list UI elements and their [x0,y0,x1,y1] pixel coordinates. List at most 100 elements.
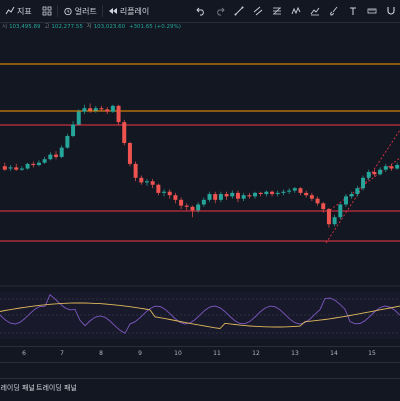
candle-body [190,206,195,211]
redo-icon[interactable] [215,6,225,16]
candle-body [150,181,155,185]
indicators-label: 지표 [17,6,32,16]
candle-body [156,184,161,193]
candle-body [355,188,360,195]
price-chart[interactable] [0,30,400,346]
change-value: +301.65 (+0.29%) [128,24,181,30]
candle-body [304,192,309,196]
candle-body [173,195,178,200]
parallel-channel-icon[interactable] [253,6,263,16]
candle-body [213,194,218,200]
candle-body [167,191,172,196]
candle-body [2,166,7,170]
candle-body [19,168,24,170]
replay-label: 리플레이 [119,6,150,16]
projection-icon[interactable] [310,6,320,16]
date-label: 11 [213,350,221,357]
candle-body [383,166,388,170]
candle-body [184,205,189,207]
date-label: 14 [330,350,338,357]
candle-body [389,166,394,169]
alarm-clock-icon [64,7,72,16]
alerts-button[interactable]: 얼러트 [58,0,102,22]
divider [0,362,400,363]
rsi-line [0,293,400,334]
grid-icon [42,6,52,16]
low-value: 103,023.60 [93,24,126,30]
candle-body [378,169,383,175]
candle-body [25,163,30,169]
candle-body [275,192,280,195]
candle-body [76,111,81,125]
candle-body [349,194,354,197]
fib-icon[interactable] [272,6,282,16]
date-label: 6 [22,350,26,357]
candle-body [230,192,235,197]
candle-body [31,163,36,166]
candle-body [105,109,110,112]
trend-line-icon[interactable] [234,6,244,16]
candle-body [241,195,246,199]
candle-body [65,136,70,148]
high-label: 고 [44,24,50,30]
candle-body [207,194,212,200]
candle-body [127,143,132,164]
brush-icon[interactable] [329,6,339,16]
channel-line[interactable] [325,129,400,244]
candle-body [298,188,303,193]
candle-body [224,194,229,197]
candle-body [309,195,314,199]
rsi-ma-line [0,302,400,329]
candle-body [247,195,252,197]
candle-body [59,147,64,157]
candle-body [321,203,326,210]
candle-body [93,108,98,111]
candle-body [48,154,53,160]
candle-body [179,199,184,206]
candle-body [270,191,275,195]
candle-body [14,167,19,170]
candle-body [343,196,348,205]
candle-body [253,192,258,197]
pattern-icon[interactable] [291,6,301,16]
low-label: 저 [86,24,92,30]
candle-body [162,191,167,193]
channel-line[interactable] [329,157,400,211]
trading-panel-tab[interactable]: 트레이딩 패널 [0,384,35,392]
indicators-button[interactable]: 지표 [0,0,37,22]
candle-body [42,159,47,163]
replay-button[interactable]: 리플레이 [103,0,154,22]
date-label: 9 [138,350,142,357]
candle-body [88,108,93,111]
candle-body [201,199,206,205]
top-toolbar: 지표 얼러트 리플레이 [0,0,400,23]
layout-grid-button[interactable] [37,0,57,22]
candle-body [99,108,104,110]
candle-body [332,217,337,225]
ruler-icon[interactable] [367,6,377,16]
candle-body [139,177,144,183]
date-label: 10 [174,350,182,357]
candle-body [144,181,149,183]
candle-body [258,192,263,195]
candle-body [292,188,297,191]
candle-body [54,154,59,157]
candle-body [8,167,13,169]
text-icon[interactable] [348,6,358,16]
undo-icon[interactable] [196,6,206,16]
time-axis[interactable]: 6 7 8 9 10 11 12 13 14 15 [0,346,400,361]
candle-body [218,194,223,200]
trading-panel-tab[interactable]: 트레이딩 패널 [36,384,77,392]
candle-body [122,122,127,143]
high-value: 102,277.55 [51,24,83,30]
toolbar-divider [101,5,103,17]
candle-body [361,177,366,189]
magnet-icon[interactable] [386,6,396,16]
candle-body [315,198,320,204]
candle-body [133,163,138,178]
candle-body [281,191,286,193]
candle-body [264,191,269,195]
ohlc-legend: 시 103,495.89 고 102,277.55 저 103,023.60 +301… [2,22,183,30]
date-label: 13 [291,350,299,357]
toolbar-right-group [196,0,396,22]
